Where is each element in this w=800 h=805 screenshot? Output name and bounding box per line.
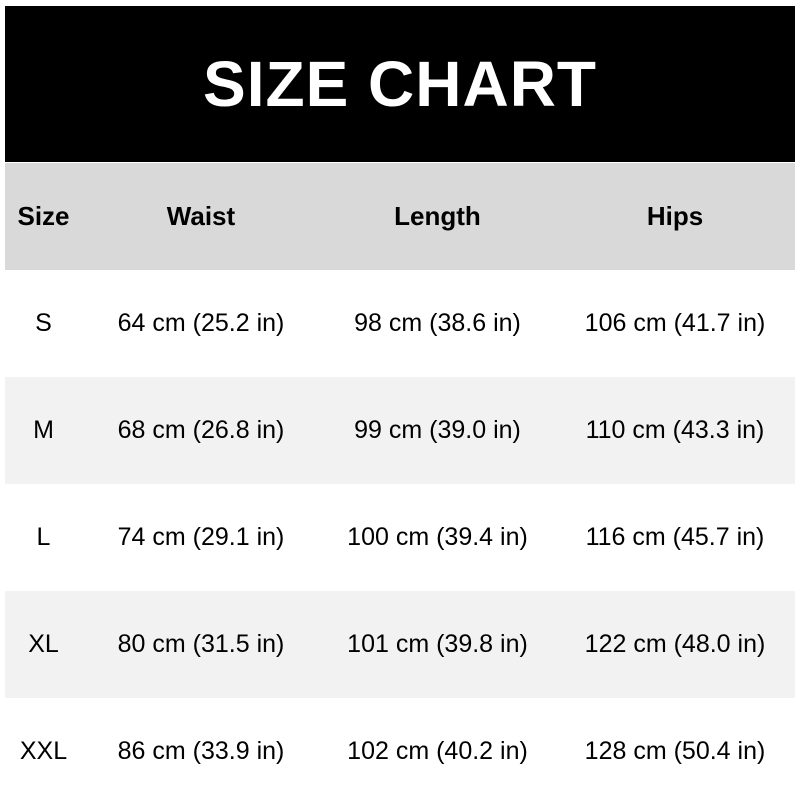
cell-waist: 64 cm (25.2 in) [117,309,285,337]
cell-length: 99 cm (39.0 in) [320,377,555,484]
cell-size: XXL [19,737,68,765]
cell-length: 102 cm (40.2 in) [347,737,528,765]
cell-hips: 122 cm (48.0 in) [555,591,795,698]
cell-length: 100 cm (39.4 in) [347,523,528,551]
cell-hips: 116 cm (45.7 in) [585,523,765,551]
size-table: Size Waist Length Hips S 64 cm (25.2 in) 9… [5,163,795,805]
cell-hips: 110 cm (43.3 in) [555,377,795,484]
cell-waist: 86 cm (33.9 in) [117,737,285,765]
cell-hips: 128 cm (50.4 in) [584,737,766,765]
cell-size: S [35,309,52,337]
header-hips: Hips [555,163,795,270]
cell-size: XL [5,591,82,698]
cell-size: L [36,523,51,551]
cell-length: 101 cm (39.8 in) [320,591,555,698]
header-size: Size [5,163,82,270]
table-row: XL 80 cm (31.5 in) 101 cm (39.8 in) 122 cm … [5,591,795,698]
header-length: Length [320,163,555,270]
cell-length: 98 cm (38.6 in) [354,309,521,337]
table-row: L 74 cm (29.1 in) 100 cm (39.4 in) 116 cm (… [5,484,795,591]
cell-waist: 80 cm (31.5 in) [82,591,320,698]
cell-hips: 106 cm (41.7 in) [584,309,766,337]
header-waist: Waist [82,163,320,270]
header-row: Size Waist Length Hips [5,163,795,270]
table-row: XXL 86 cm (33.9 in) 102 cm (40.2 in) 128 cm… [5,698,795,805]
table-row: S 64 cm (25.2 in) 98 cm (38.6 in) 106 cm (4… [5,270,795,377]
cell-size: M [5,377,82,484]
size-chart-title: SIZE CHART [5,6,795,162]
cell-waist: 74 cm (29.1 in) [117,523,285,551]
cell-waist: 68 cm (26.8 in) [82,377,320,484]
table-row: M 68 cm (26.8 in) 99 cm (39.0 in) 110 cm (4… [5,377,795,484]
